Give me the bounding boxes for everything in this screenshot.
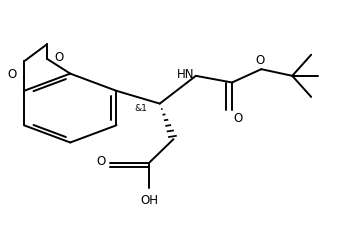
Text: O: O — [7, 68, 16, 81]
Text: O: O — [255, 54, 264, 67]
Text: O: O — [55, 51, 64, 64]
Text: O: O — [234, 112, 243, 126]
Text: HN: HN — [177, 68, 194, 81]
Text: &1: &1 — [134, 104, 147, 112]
Text: OH: OH — [141, 194, 158, 207]
Text: O: O — [96, 155, 106, 168]
